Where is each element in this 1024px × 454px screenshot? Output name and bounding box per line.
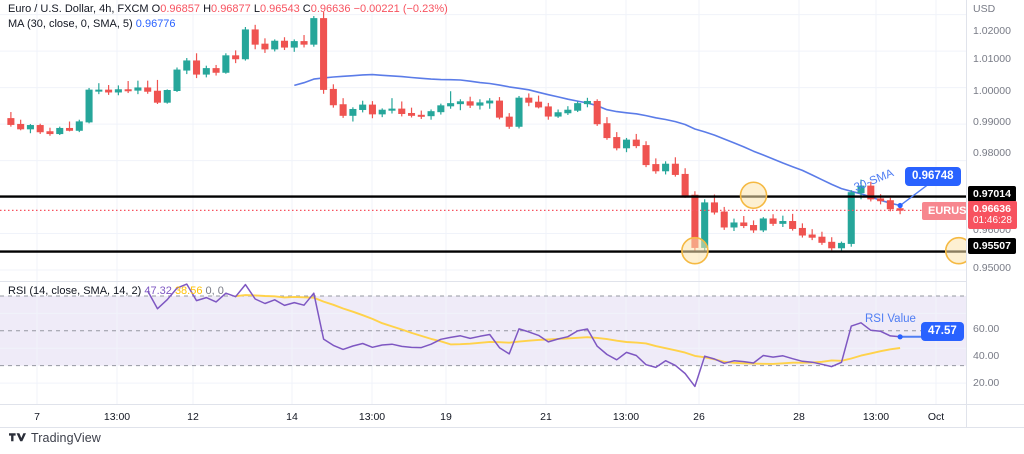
- time-tick-11: Oct: [927, 411, 945, 423]
- tradingview-logo-text: TradingView: [31, 431, 101, 445]
- rsi-tick-0: 60.00: [973, 323, 1000, 335]
- price-tick-6: 0.95000: [973, 262, 1011, 274]
- price-chart-pane[interactable]: [0, 0, 966, 281]
- rsi-tick-2: 20.00: [973, 377, 1000, 389]
- resistance-price-tag[interactable]: 0.97014: [968, 186, 1016, 202]
- time-tick-3: 14: [286, 411, 298, 423]
- time-tick-0: 7: [34, 411, 40, 423]
- price-tick-4: 0.98000: [973, 147, 1011, 159]
- time-tick-2: 12: [187, 411, 199, 423]
- sma-value-badge[interactable]: 0.96748: [905, 167, 961, 186]
- price-tick-0: 1.02000: [973, 25, 1011, 37]
- support-price-tag[interactable]: 0.95507: [968, 238, 1016, 254]
- bar-countdown: 01:46:28: [973, 215, 1012, 226]
- axis-corner-separator: [966, 405, 967, 427]
- time-tick-8: 26: [693, 411, 705, 423]
- tradingview-mark-icon: [9, 433, 26, 442]
- rsi-annotation-label: RSI Value: [865, 313, 916, 325]
- last-price-value: 0.96636: [973, 203, 1011, 215]
- price-chart-canvas: [0, 0, 966, 281]
- rsi-scale-axis[interactable]: 60.00 40.00 20.00: [966, 282, 1024, 404]
- symbol-price-tag[interactable]: EURUSD: [922, 202, 981, 220]
- time-tick-6: 21: [540, 411, 552, 423]
- rsi-chart-canvas: [0, 282, 966, 404]
- time-tick-1: 13:00: [103, 411, 131, 423]
- time-tick-5: 19: [440, 411, 452, 423]
- last-price-tag[interactable]: 0.96636 01:46:28: [968, 201, 1017, 229]
- time-tick-9: 28: [793, 411, 805, 423]
- time-scale-axis[interactable]: 7 13:00 12 14 13:00 19 21 13:00 26 28 13…: [0, 404, 1024, 428]
- price-tick-1: 1.01000: [973, 53, 1011, 65]
- price-tick-2: 1.00000: [973, 85, 1011, 97]
- time-tick-7: 13:00: [612, 411, 640, 423]
- tradingview-logo[interactable]: TradingView: [9, 431, 101, 445]
- rsi-chart-pane[interactable]: [0, 282, 966, 404]
- rsi-tick-1: 40.00: [973, 350, 1000, 362]
- price-axis-unit: USD: [973, 3, 996, 15]
- rsi-value-badge[interactable]: 47.57: [921, 322, 964, 341]
- pane-separator: [0, 281, 1024, 282]
- time-tick-4: 13:00: [358, 411, 386, 423]
- time-tick-10: 13:00: [862, 411, 890, 423]
- price-tick-3: 0.99000: [973, 116, 1011, 128]
